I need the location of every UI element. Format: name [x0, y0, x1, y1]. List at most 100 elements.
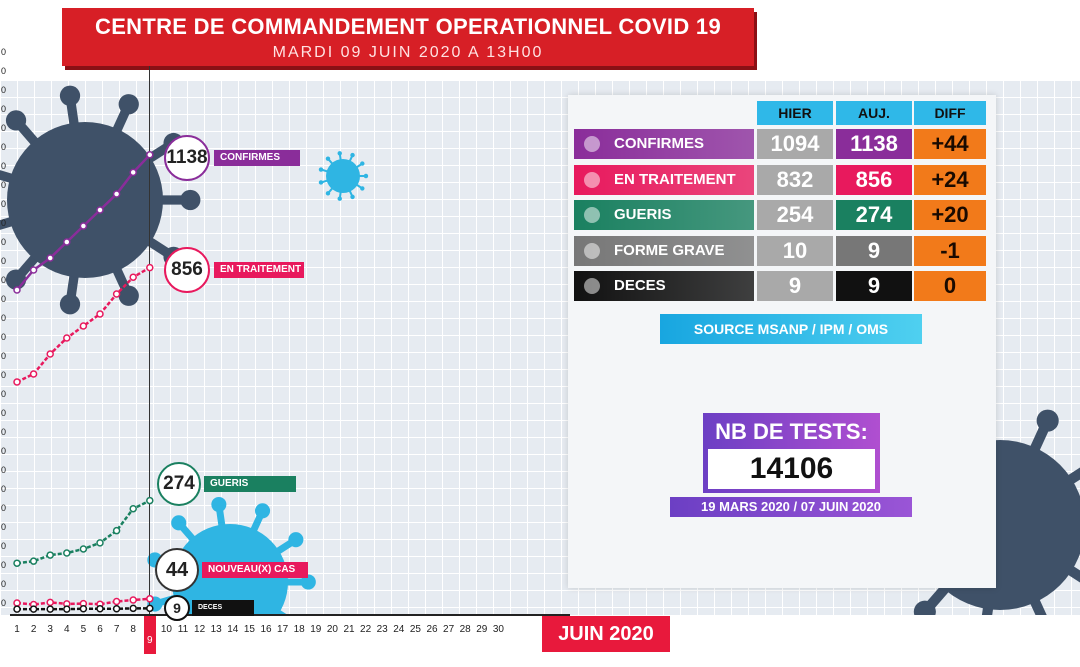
y-tick-label: 0 — [1, 294, 6, 304]
table-cell-diff: 0 — [914, 271, 986, 301]
x-tick-label: 23 — [376, 624, 388, 635]
table-row-label: GUERIS — [574, 200, 754, 230]
callout-label: GUERIS — [204, 476, 296, 492]
data-point — [29, 605, 38, 613]
row-bullet-icon — [584, 136, 600, 152]
data-point — [13, 286, 21, 294]
table-cell-auj: 1138 — [836, 129, 912, 159]
x-tick-label: 16 — [260, 624, 272, 635]
x-tick-label: 18 — [293, 624, 305, 635]
page-title: CENTRE DE COMMANDEMENT OPERATIONNEL COVI… — [95, 14, 721, 39]
data-point — [129, 604, 137, 613]
data-point — [112, 190, 121, 198]
data-point — [79, 322, 88, 330]
row-bullet-icon — [584, 278, 600, 294]
data-point — [46, 254, 54, 262]
x-tick-label: 27 — [443, 624, 455, 635]
table-cell-diff: +20 — [914, 200, 986, 230]
y-tick-label: 0 — [1, 484, 6, 494]
data-point — [129, 168, 137, 177]
data-point — [46, 551, 54, 559]
data-point — [63, 238, 71, 246]
table-cell-hier: 9 — [757, 271, 833, 301]
y-tick-label: 0 — [1, 522, 6, 532]
callout-value: 1138 — [164, 135, 210, 181]
table-cell-auj: 274 — [836, 200, 912, 230]
x-tick-label: 1 — [14, 624, 20, 635]
table-cell-hier: 832 — [757, 164, 833, 195]
x-tick-label: 11 — [177, 624, 189, 635]
callout-value: 856 — [164, 247, 210, 293]
x-tick-label: 21 — [343, 624, 355, 635]
callout-label: CONFIRMES — [214, 150, 300, 166]
y-tick-label: 0 — [1, 275, 6, 285]
table-row-label: CONFIRMES — [574, 129, 754, 159]
data-point — [13, 378, 21, 386]
tests-label: NB DE TESTS: — [715, 419, 868, 444]
y-tick-label: 0 — [1, 256, 6, 266]
y-tick-label: 0 — [1, 503, 6, 513]
data-point — [46, 605, 54, 613]
data-point — [29, 370, 38, 378]
table-cell-auj: 9 — [836, 271, 912, 301]
y-tick-label: 0 — [1, 579, 6, 589]
row-label-text: GUERIS — [614, 206, 672, 223]
table-cell-diff: +24 — [914, 164, 986, 195]
tests-date-range: 19 MARS 2020 / 07 JUIN 2020 — [670, 497, 912, 517]
x-tick-label: 25 — [409, 624, 421, 635]
table-cell-hier: 10 — [757, 235, 833, 266]
data-point — [63, 549, 71, 557]
callout-label: EN TRAITEMENT — [214, 262, 304, 278]
x-tick-label: 12 — [194, 624, 206, 635]
row-label-text: FORME GRAVE — [614, 241, 725, 259]
tests-value: 14106 — [708, 449, 875, 489]
source-label: SOURCE MSANP / IPM / OMS — [660, 314, 922, 344]
callout-value: 44 — [155, 548, 199, 592]
data-point — [29, 557, 38, 565]
x-tick-label: 29 — [476, 624, 488, 635]
month-label: JUIN 2020 — [542, 616, 670, 652]
y-tick-label: 0 — [1, 465, 6, 475]
bottom-band — [0, 615, 1080, 667]
data-point — [79, 604, 88, 613]
y-tick-label: 0 — [1, 598, 6, 608]
data-point — [96, 604, 104, 613]
callout-label: NOUVEAU(X) CAS — [202, 562, 308, 578]
x-tick-label: 22 — [360, 624, 372, 635]
row-label-text: EN TRAITEMENT — [614, 170, 736, 188]
data-point — [96, 539, 104, 547]
page-subtitle: MARDI 09 JUIN 2020 A 13H00 — [272, 44, 544, 61]
data-point — [13, 599, 21, 607]
data-point — [129, 504, 137, 513]
data-point — [112, 604, 121, 613]
x-tick-label: 13 — [210, 624, 222, 635]
y-tick-label: 0 — [1, 446, 6, 456]
data-point — [129, 596, 137, 604]
x-tick-label: 9 — [143, 616, 156, 654]
data-point — [46, 350, 54, 358]
x-tick-label: 15 — [243, 624, 255, 635]
row-label-text: DECES — [614, 277, 666, 294]
y-tick-label: 0 — [1, 408, 6, 418]
x-tick-label: 30 — [492, 624, 504, 635]
y-tick-label: 0 — [1, 389, 6, 399]
data-point — [112, 597, 121, 606]
x-tick-label: 26 — [426, 624, 438, 635]
data-point — [112, 290, 121, 298]
data-point — [96, 310, 104, 318]
x-tick-label: 3 — [47, 624, 53, 635]
y-tick-label: 0 — [1, 541, 6, 551]
data-point — [63, 334, 71, 342]
data-point — [146, 151, 154, 159]
x-tick-label: 6 — [97, 624, 103, 635]
tests-box: NB DE TESTS: 14106 — [703, 413, 880, 493]
table-cell-diff: -1 — [914, 235, 986, 266]
data-point — [146, 604, 154, 613]
x-tick-label: 4 — [64, 624, 70, 635]
table-cell-auj: 856 — [836, 164, 912, 195]
callout-label: DECES — [192, 600, 254, 616]
table-cell-diff: +44 — [914, 129, 986, 159]
y-tick-label: 0 — [1, 427, 6, 437]
table-header: HIER — [757, 101, 833, 125]
y-tick-label: 0 — [1, 370, 6, 380]
